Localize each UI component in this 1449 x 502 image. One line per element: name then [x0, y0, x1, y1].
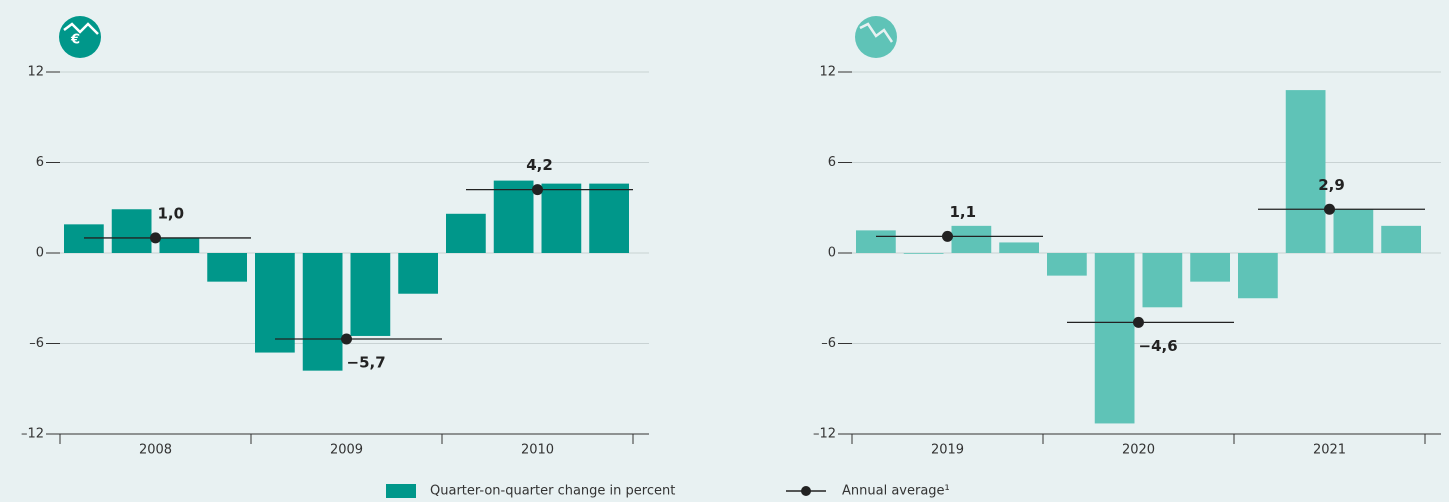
y-tick-label: 12 [27, 65, 44, 80]
y-tick-label: 0 [828, 246, 836, 261]
bar [446, 213, 486, 253]
x-tick-label: 2010 [521, 443, 554, 458]
average-marker [532, 184, 543, 196]
value-label: 1,1 [950, 203, 977, 221]
legend-swatch [386, 484, 416, 498]
value-label: 4,2 [526, 156, 553, 174]
bar [951, 225, 992, 253]
bar [1094, 253, 1135, 424]
bar [398, 253, 438, 294]
bar [207, 253, 247, 282]
bar [1333, 209, 1374, 253]
bar [159, 237, 200, 253]
bar [589, 183, 629, 253]
average-marker [1324, 203, 1335, 215]
legend-label: Quarter-on-quarter change in percent [430, 484, 675, 499]
y-tick-label: –6 [821, 336, 836, 351]
y-tick-label: –6 [29, 336, 44, 351]
value-label: 2,9 [1318, 176, 1345, 194]
bar [999, 242, 1039, 253]
x-tick-label: 2020 [1122, 443, 1155, 458]
x-tick-label: 2021 [1313, 443, 1346, 458]
icon-euro: € [59, 16, 101, 58]
bar [1285, 90, 1326, 253]
bar [350, 253, 391, 336]
bar [903, 253, 944, 254]
x-tick-label: 2008 [139, 443, 172, 458]
bar [1142, 253, 1183, 308]
bar [541, 183, 582, 253]
bar [255, 253, 295, 353]
value-label: −5,7 [347, 353, 386, 371]
y-tick-label: 6 [828, 155, 836, 170]
y-tick-label: 6 [36, 155, 44, 170]
value-label: −4,6 [1139, 337, 1178, 355]
bar [856, 230, 896, 253]
y-tick-label: –12 [813, 427, 836, 442]
average-marker [942, 230, 953, 242]
x-tick-label: 2009 [330, 443, 363, 458]
bar [1047, 253, 1087, 276]
bar [111, 209, 152, 253]
svg-text:€: € [70, 33, 80, 48]
average-marker [150, 232, 161, 244]
bar [1238, 253, 1278, 299]
y-tick-label: –12 [21, 427, 44, 442]
average-marker [1133, 316, 1144, 328]
y-tick-label: 0 [36, 246, 44, 261]
legend-label: Annual average¹ [842, 484, 950, 499]
bar [1190, 253, 1230, 282]
bar [302, 253, 343, 371]
average-marker [341, 333, 352, 345]
x-tick-label: 2019 [931, 443, 964, 458]
bar [64, 224, 104, 253]
bar [493, 180, 534, 253]
bar [1381, 225, 1421, 253]
icon-virus [855, 16, 897, 58]
y-tick-label: 12 [819, 65, 836, 80]
value-label: 1,0 [158, 204, 185, 222]
legend-marker [801, 486, 811, 496]
